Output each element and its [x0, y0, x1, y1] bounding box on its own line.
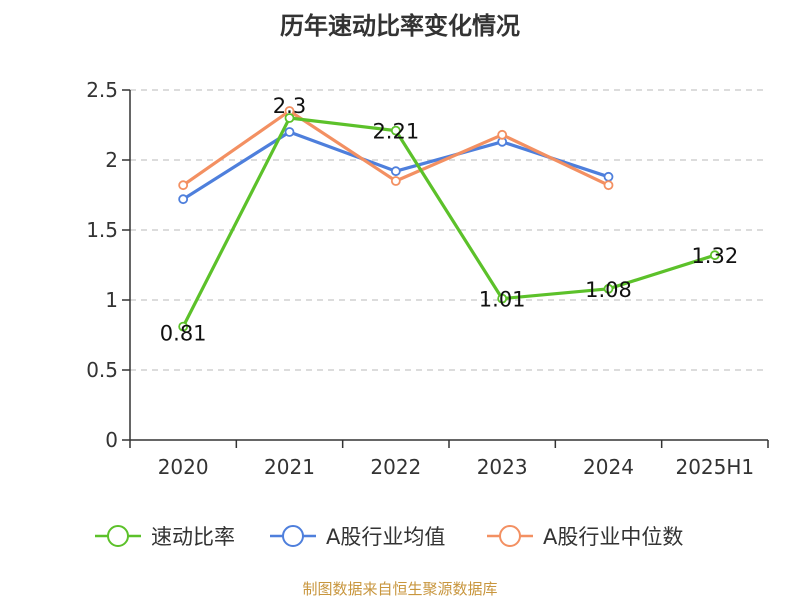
series-lines: [178, 106, 720, 332]
data-point: [709, 250, 720, 261]
data-label: 1.01: [479, 288, 526, 312]
data-label: 1.32: [691, 244, 738, 268]
data-point: [178, 194, 189, 205]
data-label: 1.08: [585, 278, 632, 302]
data-label: 2.3: [273, 94, 306, 118]
chart-title: 历年速动比率变化情况: [280, 12, 520, 40]
x-tick-label: 2020: [158, 455, 209, 479]
data-point: [284, 113, 295, 123]
legend-marker: [107, 525, 129, 547]
y-tick-label: 2: [105, 148, 118, 172]
legend-item-1[interactable]: A股行业均值: [270, 525, 445, 549]
data-point: [178, 180, 189, 191]
data-point: [284, 127, 295, 137]
y-tick-label: 0: [105, 428, 118, 452]
y-tick-label: 1.5: [86, 218, 118, 242]
data-point: [178, 321, 189, 332]
x-tick-label: 2023: [477, 455, 528, 479]
series-line-0: [181, 116, 717, 329]
data-point: [603, 283, 614, 294]
y-tick-label: 2.5: [86, 78, 118, 102]
y-tick-label: 0.5: [86, 358, 118, 382]
data-point: [390, 176, 401, 186]
legend-item-0[interactable]: 速动比率: [95, 525, 235, 549]
legend[interactable]: 速动比率 A股行业均值 A股行业中位数: [95, 525, 683, 549]
data-point: [497, 129, 508, 140]
data-point: [390, 125, 401, 136]
legend-label: A股行业中位数: [543, 525, 683, 549]
grid-lines: [130, 89, 768, 371]
legend-marker: [282, 525, 304, 547]
x-tick-label: 2022: [370, 455, 421, 479]
x-tick-label: 2021: [264, 455, 315, 479]
data-label: 0.81: [160, 322, 207, 346]
y-tick-label: 1: [105, 288, 118, 312]
data-source-note: 制图数据来自恒生聚源数据库: [302, 580, 498, 598]
legend-label: A股行业均值: [326, 525, 445, 549]
legend-item-2[interactable]: A股行业中位数: [487, 525, 683, 549]
legend-marker: [499, 525, 521, 547]
data-point: [603, 171, 614, 182]
data-label: 2.21: [372, 120, 419, 144]
axes: 0 0.5 1 1.5 2 2.5 2020 2021 2022 2023 2024 2025H1: [86, 78, 769, 479]
legend-label: 速动比率: [151, 525, 235, 549]
x-tick-label: 2025H1: [675, 455, 754, 479]
data-point: [497, 293, 508, 304]
data-point: [390, 166, 401, 177]
data-point: [603, 180, 614, 191]
x-tick-label: 2024: [583, 455, 634, 479]
data-labels: 0.81 2.3 2.21 1.01 1.08 1.32: [160, 94, 738, 346]
